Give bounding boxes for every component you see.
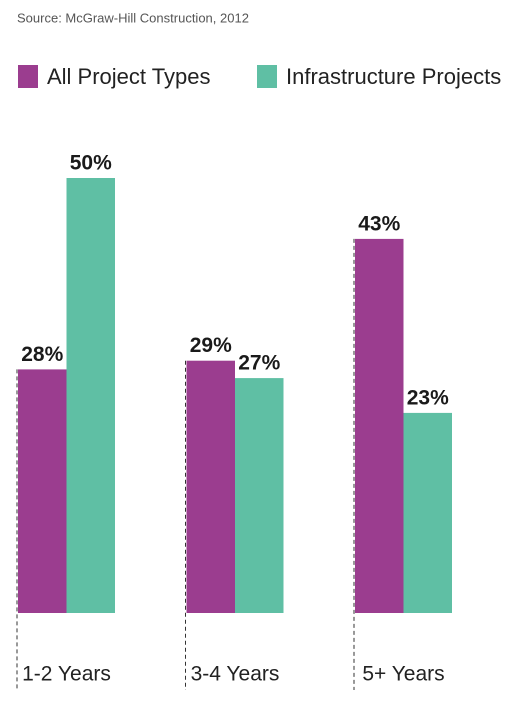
legend-label: All Project Types — [47, 64, 210, 89]
legend-swatch — [257, 65, 277, 88]
bar — [403, 412, 452, 613]
value-label: 27% — [238, 352, 280, 375]
bar — [235, 378, 284, 613]
x-tick-label: 1-2 Years — [22, 663, 111, 686]
x-tick-label: 5+ Years — [362, 663, 444, 686]
value-label: 50% — [70, 152, 112, 175]
bar — [18, 369, 67, 613]
bar — [355, 238, 404, 613]
value-label: 23% — [407, 386, 449, 409]
bar — [186, 360, 235, 613]
source: Source: McGraw-Hill Construction, 2012 — [17, 10, 249, 25]
value-label: 29% — [190, 334, 232, 357]
value-label: 28% — [21, 343, 63, 366]
legend-label: Infrastructure Projects — [286, 64, 501, 89]
legend-swatch — [18, 65, 38, 88]
x-tick-label: 3-4 Years — [191, 663, 280, 686]
bar — [66, 178, 115, 613]
value-label: 43% — [358, 212, 400, 235]
